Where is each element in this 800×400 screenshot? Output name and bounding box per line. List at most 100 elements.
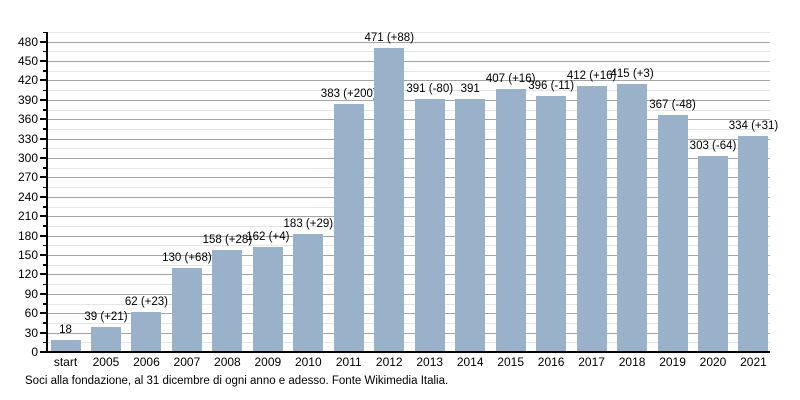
major-gridline: [48, 61, 770, 63]
y-tick-label: 330: [17, 131, 38, 146]
x-tick-label: 2015: [497, 355, 525, 369]
major-gridline: [48, 274, 770, 276]
y-minor-tick: [43, 264, 47, 266]
major-gridline: [48, 158, 770, 160]
y-tick-label: 450: [17, 54, 38, 69]
minor-gridline: [48, 148, 770, 150]
x-tick-label: start: [53, 355, 78, 369]
x-tick-label: 2009: [254, 355, 282, 369]
y-major-tick: [40, 157, 47, 160]
minor-gridline: [48, 225, 770, 227]
x-tick-label: 2012: [375, 355, 403, 369]
y-tick-label: 360: [17, 112, 38, 127]
minor-gridline: [48, 32, 770, 33]
y-major-tick: [40, 137, 47, 140]
minor-gridline: [48, 167, 770, 169]
chart-caption: Soci alla fondazione, al 31 dicembre di …: [25, 375, 449, 387]
bar-value-label: 183 (+29): [283, 217, 334, 230]
x-axis-line: [46, 351, 770, 353]
bar: [738, 136, 769, 352]
bar-value-label: 158 (+28): [202, 233, 253, 246]
minor-gridline: [48, 109, 770, 111]
minor-gridline: [48, 70, 770, 72]
y-tick-label: 150: [17, 248, 38, 263]
bar-value-label: 396 (-11): [528, 80, 575, 92]
y-minor-tick: [43, 303, 47, 305]
bar-value-label: 39 (+21): [84, 310, 128, 323]
y-major-tick: [40, 98, 47, 101]
x-tick-label: 2014: [456, 355, 484, 369]
x-tick-label: 2005: [92, 355, 120, 369]
y-major-tick: [40, 331, 47, 334]
y-minor-tick: [43, 186, 47, 189]
y-tick-label: 480: [17, 34, 38, 49]
minor-gridline: [48, 342, 770, 344]
y-tick-label: 420: [17, 73, 38, 88]
minor-gridline: [48, 187, 770, 189]
y-major-tick: [40, 215, 47, 218]
y-major-tick: [40, 40, 47, 43]
minor-gridline: [48, 51, 770, 53]
y-major-tick: [40, 118, 47, 121]
y-minor-tick: [43, 109, 47, 111]
y-minor-tick: [43, 50, 47, 53]
major-gridline: [48, 80, 770, 82]
major-gridline: [48, 255, 770, 257]
x-tick-label: 2006: [133, 355, 160, 369]
x-tick-label: 2010: [294, 355, 322, 369]
x-tick-label: 2020: [699, 355, 727, 369]
y-major-tick: [40, 234, 47, 237]
bar: [455, 99, 486, 352]
y-major-tick: [40, 351, 47, 353]
major-gridline: [48, 216, 770, 218]
y-minor-tick: [43, 128, 47, 130]
major-gridline: [48, 177, 770, 179]
x-tick-label: 2021: [740, 355, 767, 369]
major-gridline: [48, 332, 770, 334]
major-gridline: [48, 99, 770, 101]
y-minor-tick: [43, 167, 47, 169]
y-major-tick: [40, 195, 47, 198]
y-major-tick: [40, 273, 47, 276]
bar: [374, 47, 405, 352]
bar-value-label: 162 (+4): [246, 231, 290, 244]
y-tick-label: 210: [17, 209, 38, 224]
bar: [90, 326, 121, 352]
bar: [252, 247, 283, 352]
y-axis-line: [46, 32, 48, 353]
bar-value-label: 407 (+16): [485, 72, 536, 85]
bar: [495, 88, 526, 352]
x-tick-label: 2013: [416, 355, 444, 369]
x-tick-label: 2011: [335, 355, 362, 369]
bar-value-label: 303 (-64): [689, 140, 737, 153]
y-minor-tick: [43, 341, 47, 344]
bar: [131, 311, 162, 352]
bar: [414, 99, 445, 352]
y-minor-tick: [43, 147, 47, 150]
y-tick-label: 0: [31, 345, 38, 359]
bar: [171, 267, 202, 352]
bar: [293, 233, 324, 352]
bar-value-label: 415 (+3): [610, 67, 654, 80]
bar: [576, 85, 607, 352]
major-gridline: [48, 138, 770, 140]
bar-value-label: 367 (-48): [649, 98, 696, 111]
y-tick-label: 390: [17, 92, 38, 107]
major-gridline: [48, 293, 770, 295]
y-major-tick: [40, 312, 47, 315]
y-tick-label: 60: [24, 306, 38, 321]
y-tick-label: 300: [17, 151, 38, 166]
bar-value-label: 412 (+16): [566, 69, 617, 82]
y-major-tick: [40, 254, 47, 257]
bar: [657, 114, 688, 352]
x-tick-label: 2016: [537, 355, 565, 369]
y-major-tick: [40, 60, 47, 63]
y-minor-tick: [43, 283, 47, 286]
minor-gridline: [48, 128, 770, 130]
y-minor-tick: [43, 322, 47, 324]
bar-value-label: 334 (+31): [728, 120, 779, 133]
major-gridline: [48, 41, 770, 43]
y-minor-tick: [43, 89, 47, 92]
y-minor-tick: [43, 70, 47, 72]
bar-value-label: 62 (+23): [124, 295, 169, 308]
